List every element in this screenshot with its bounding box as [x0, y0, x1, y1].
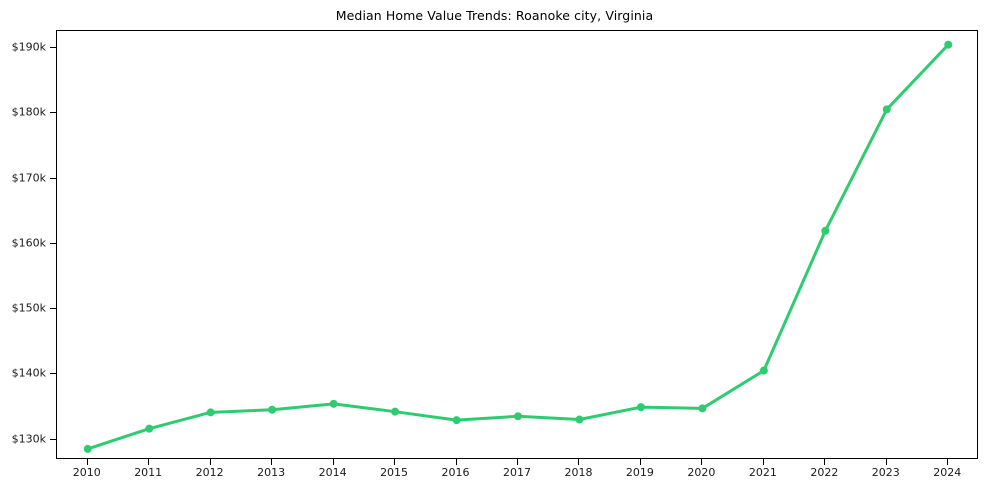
y-axis-tick-label: $150k [11, 301, 46, 315]
x-axis-tick-label: 2017 [503, 466, 531, 479]
data-point-marker: 2023: 180600 [882, 105, 891, 114]
data-point-marker: 2018: 133100 [575, 415, 584, 424]
x-axis-tick-label: 2020 [687, 466, 716, 479]
line-chart-svg: 2010: 128600 2011: 131700 2012: 134200 2013… [83, 40, 953, 453]
y-axis-tick-label: $160k [11, 236, 46, 250]
x-axis-tick-label: 2024 [933, 466, 962, 479]
data-point-marker: 2010: 128600 [83, 444, 92, 453]
data-point-marker: 2021: 140600 [759, 366, 768, 375]
x-axis-tick-label: 2015 [380, 466, 409, 479]
y-axis-tick-label: $170k [11, 171, 46, 185]
data-point-marker: 2015: 134300 [391, 407, 400, 416]
x-axis-tick-label: 2014 [318, 466, 347, 479]
data-point-marker: 2024: 190500 [944, 40, 953, 49]
data-point-marker: 2017: 133600 [514, 412, 522, 421]
y-axis-tick-label: $140k [11, 366, 46, 380]
y-axis-tick-label: $180k [11, 105, 46, 119]
x-axis-tick-label: 2022 [810, 466, 839, 479]
plot-area: 2010: 128600 2011: 131700 2012: 134200 2013… [56, 30, 978, 459]
y-axis-tick-label: $190k [11, 40, 46, 54]
data-point-marker: 2013: 134600 [268, 405, 277, 414]
x-axis-tick-label: 2018 [564, 466, 593, 479]
x-axis-tick-label: 2016 [441, 466, 470, 479]
x-axis-tick-label: 2010 [72, 466, 101, 479]
data-point-marker: 2019: 135000 [636, 403, 645, 412]
data-point-marker: 2016: 133000 [452, 416, 461, 425]
x-axis-tick-label: 2021 [748, 466, 777, 479]
y-axis-tick-label: $130k [11, 432, 46, 446]
data-point-marker: 2012: 134200 [206, 408, 215, 417]
x-axis-tick-label: 2023 [871, 466, 900, 479]
x-axis-tick-label: 2012 [195, 466, 224, 479]
data-point-marker: 2020: 134800 [698, 404, 707, 413]
x-axis-tick-label: 2019 [625, 466, 654, 479]
x-axis-tick-label: 2011 [134, 466, 163, 479]
data-point-marker: 2011: 131700 [145, 424, 154, 433]
chart-title: Median Home Value Trends: Roanoke city, … [335, 8, 654, 23]
y-axis-tick-labels: $130k $140k $150k $160k $170k $180k $190k [0, 0, 46, 490]
data-point-marker: 2014: 135500 [329, 399, 338, 408]
series-line [86, 43, 950, 451]
data-point-marker: 2022: 162000 [821, 226, 830, 235]
x-axis-tick-label: 2013 [257, 466, 286, 479]
